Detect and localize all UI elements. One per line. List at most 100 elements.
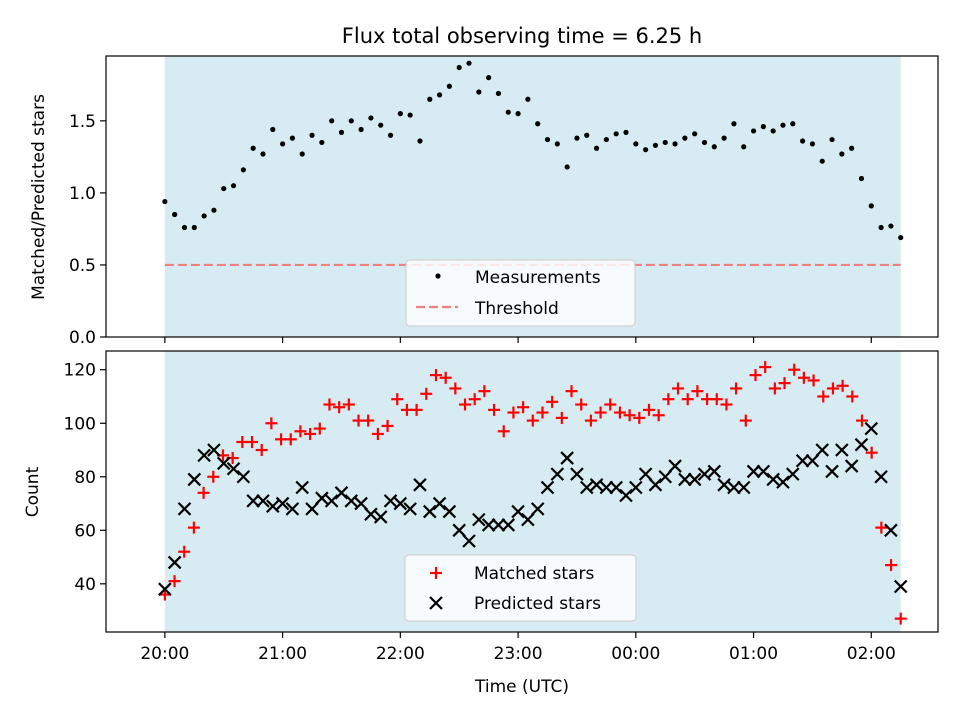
measurement-point: [643, 147, 649, 153]
predicted-star-point: [236, 470, 251, 484]
measurement-point: [221, 185, 227, 192]
measurement-point: [535, 121, 541, 127]
predicted-star-point: [226, 461, 241, 476]
bottom-legend: Matched stars Predicted stars: [404, 554, 637, 622]
matched-star-point: [459, 398, 472, 411]
matched-star-point: [623, 409, 636, 422]
predicted-star-point: [207, 443, 221, 457]
predicted-legend-label: Predicted stars: [474, 594, 601, 614]
y-tick-label: 0.0: [69, 328, 96, 348]
predicted-star-point: [501, 518, 516, 532]
predicted-star-point: [491, 518, 506, 532]
y-tick-label: 80: [74, 468, 96, 488]
matched-legend-marker: [430, 567, 442, 579]
predicted-star-point: [256, 494, 270, 508]
y-tick-label: 0.5: [69, 256, 96, 276]
matched-star-point: [255, 444, 268, 457]
predicted-star-point: [638, 467, 653, 481]
chart-title: Flux total observing time = 6.25 h: [342, 24, 702, 48]
matched-star-point: [526, 414, 539, 427]
predicted-star-point: [187, 472, 202, 487]
measurement-point: [270, 126, 276, 133]
matched-star-point: [865, 446, 878, 459]
matched-star-point: [855, 414, 868, 427]
predicted-star-point: [364, 507, 378, 522]
predicted-star-point: [246, 494, 260, 508]
predicted-star-point: [315, 491, 329, 505]
measurement-point: [211, 207, 217, 213]
measurement-point: [348, 118, 354, 124]
measurement-point: [515, 111, 521, 117]
predicted-star-point: [697, 467, 712, 481]
matched-star-point: [691, 385, 704, 398]
predicted-star-point: [266, 499, 280, 513]
measurement-point: [240, 167, 246, 173]
x-tick-label: 23:00: [494, 644, 543, 664]
measurements-legend-label: Measurements: [475, 268, 601, 288]
predicted-star-point: [766, 472, 780, 487]
matched-star-point: [342, 398, 355, 411]
matched-star-point: [449, 382, 462, 395]
measurement-point: [486, 75, 492, 81]
matched-star-point: [720, 398, 733, 411]
predicted-star-point: [786, 467, 800, 481]
matched-legend-label: Matched stars: [474, 564, 594, 584]
measurement-point: [427, 96, 433, 102]
predicted-star-point: [344, 494, 359, 508]
predicted-star-point: [472, 512, 486, 527]
top-plot-frame: [105, 55, 939, 338]
predicted-star-point: [668, 459, 682, 473]
measurement-point: [858, 175, 865, 182]
matched-star-point: [333, 401, 346, 414]
measurement-point: [564, 164, 570, 170]
bottom-legend-box: [404, 554, 637, 622]
matched-star-point: [613, 406, 626, 419]
predicted-star-point: [884, 523, 898, 538]
matched-star-point: [894, 612, 907, 625]
matched-star-point: [381, 419, 394, 432]
measurement-point: [260, 151, 266, 157]
matched-star-point: [826, 382, 839, 395]
measurement-point: [692, 131, 698, 137]
measurement-point: [800, 138, 806, 144]
measurement-point: [731, 121, 737, 127]
matched-star-point: [207, 470, 220, 483]
x-tick-label: 20:00: [140, 644, 189, 664]
predicted-star-point: [354, 496, 368, 511]
bottom-y-ticks: 40 60 80 100 120: [64, 361, 106, 595]
y-tick-label: 1.5: [69, 112, 96, 132]
measurement-point: [309, 132, 315, 138]
measurement-point: [849, 145, 855, 151]
measurement-point: [476, 89, 482, 95]
measurement-point: [584, 132, 590, 138]
matched-star-point: [197, 486, 210, 499]
predicted-star-point: [422, 504, 437, 519]
measurement-point: [446, 83, 452, 89]
measurement-point: [829, 136, 835, 143]
predicted-star-point: [295, 480, 310, 495]
measurement-point: [819, 158, 825, 164]
measurement-point: [750, 128, 757, 134]
measurement-point: [417, 138, 423, 144]
measurement-point: [525, 96, 531, 102]
measurement-point: [495, 90, 502, 97]
matched-star-point: [633, 411, 646, 424]
predicted-star-point: [275, 496, 290, 511]
measurement-point: [682, 135, 688, 141]
predicted-star-point: [717, 478, 731, 492]
predicted-star-point: [795, 453, 810, 468]
predicted-star-point: [197, 448, 211, 463]
predicted-star-point: [393, 496, 408, 511]
top-y-ticks: 0.0 0.5 1.0 1.5: [69, 112, 106, 348]
predicted-star-point: [442, 504, 457, 519]
measurement-point: [397, 111, 403, 117]
measurement-point: [201, 213, 207, 219]
y-tick-label: 1.0: [69, 184, 96, 204]
matched-star-point: [807, 374, 820, 387]
predicted-star-point: [373, 510, 388, 524]
y-tick-label: 120: [64, 361, 96, 381]
matched-star-point: [739, 414, 752, 427]
matched-star-point: [507, 406, 520, 419]
matched-star-point: [429, 369, 442, 382]
